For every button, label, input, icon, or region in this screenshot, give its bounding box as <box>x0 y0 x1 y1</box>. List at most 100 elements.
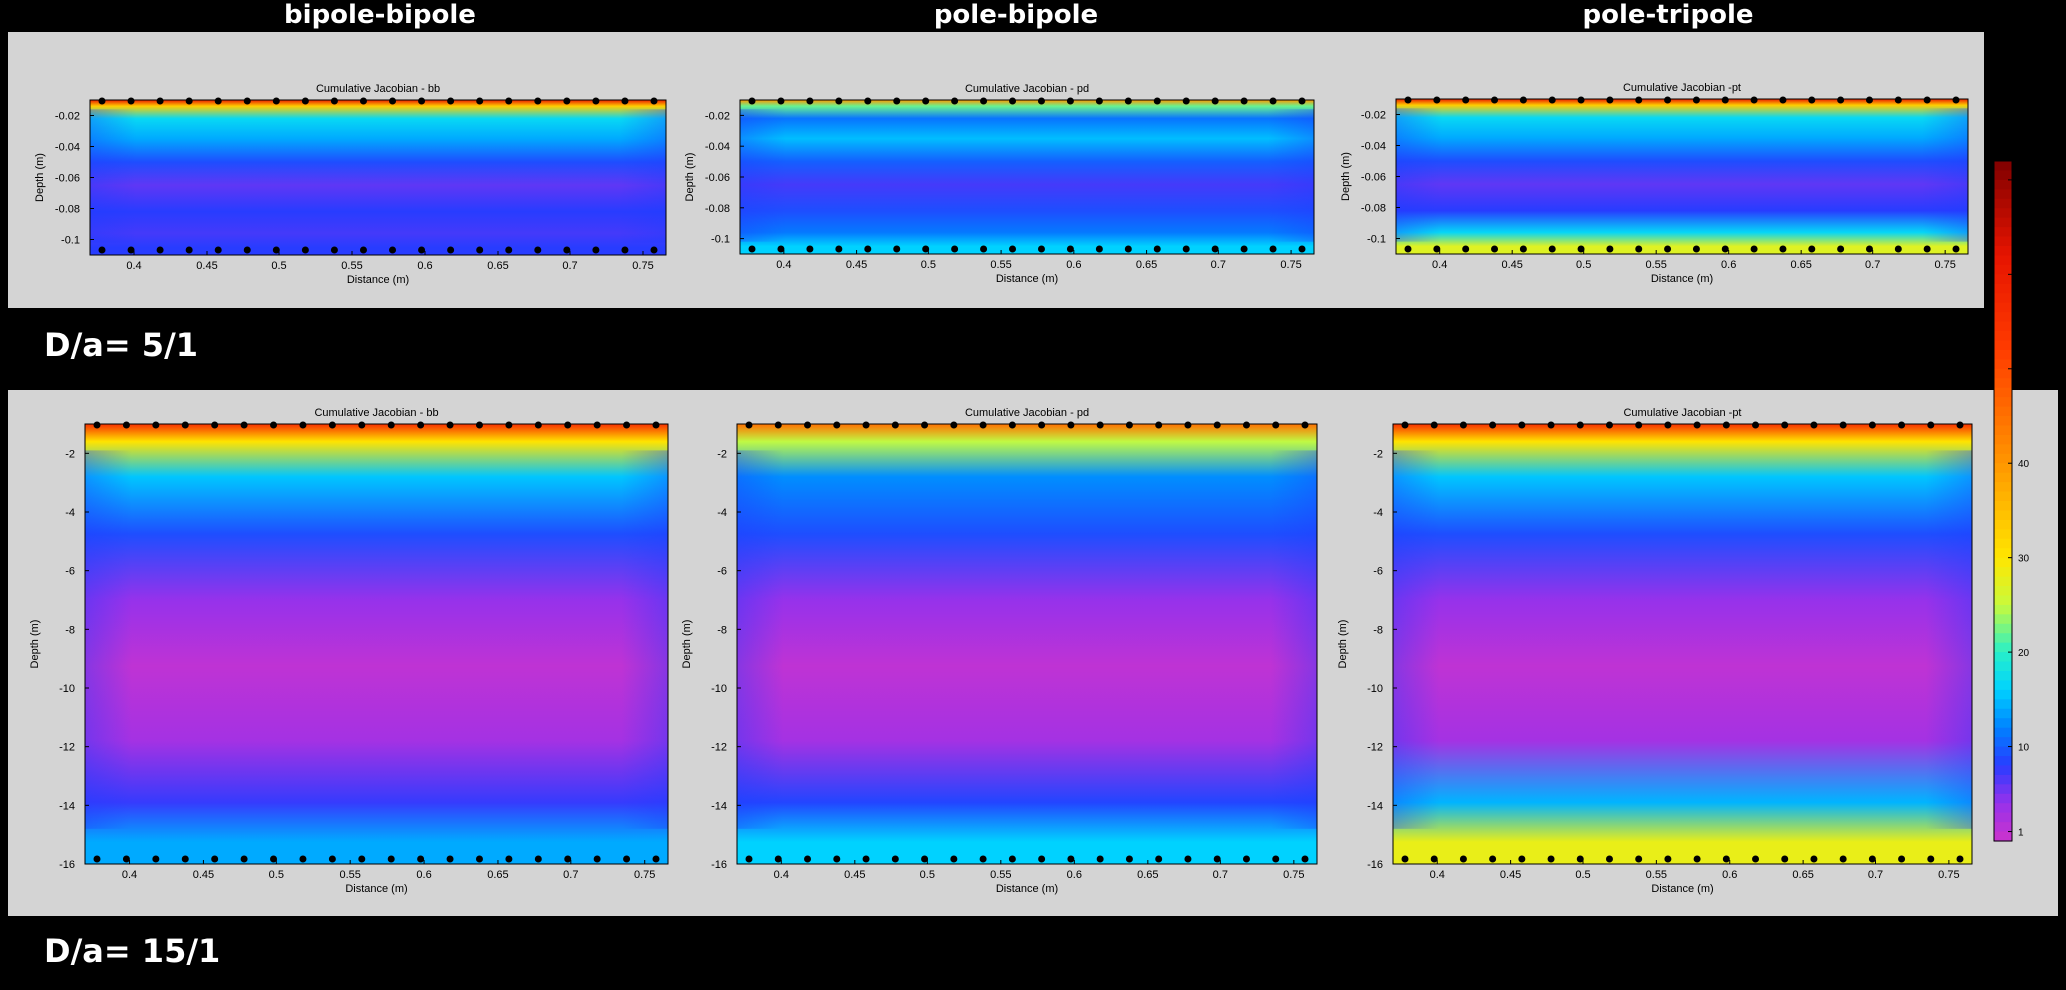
electrode-top <box>1781 421 1789 429</box>
electrode-top <box>1240 97 1248 105</box>
plot-title: Cumulative Jacobian - pd <box>965 407 1089 419</box>
x-tick-label: 0.55 <box>1645 259 1666 271</box>
x-tick-label: 0.6 <box>417 260 432 272</box>
electrode-bottom <box>1462 245 1470 253</box>
colorbar-segment <box>1994 718 2012 729</box>
colorbar-tick-label: 60 <box>2018 270 2030 281</box>
electrode-top <box>1401 421 1409 429</box>
electrode-top <box>748 97 756 105</box>
x-tick-label: 0.6 <box>1066 259 1081 271</box>
colorbar-segment <box>1994 822 2012 833</box>
x-tick-label: 0.7 <box>1865 259 1880 271</box>
electrode-top <box>922 97 930 105</box>
electrode-bottom <box>1008 855 1016 863</box>
electrode-top <box>534 97 542 105</box>
electrode-bottom <box>243 246 251 254</box>
electrode-top <box>774 421 782 429</box>
colorbar-segment <box>1994 586 2012 597</box>
electrode-top <box>301 97 309 105</box>
x-tick-label: 0.45 <box>1500 869 1521 881</box>
y-tick-label: -8 <box>1373 624 1383 636</box>
electrode-bottom <box>330 246 338 254</box>
y-axis-label: Depth (m) <box>1337 620 1349 669</box>
plot-3: Cumulative Jacobian - bb 0.4 0.45 0.5 0.55 0.… <box>29 407 669 895</box>
y-axis-label: Depth (m) <box>681 620 693 669</box>
electrode-top <box>1096 421 1104 429</box>
electrode-bottom <box>1898 855 1906 863</box>
electrode-top <box>1125 421 1133 429</box>
colorbar-segment <box>1994 756 2012 767</box>
header-bipole-bipole: bipole-bipole <box>284 0 476 30</box>
electrode-bottom <box>1750 245 1758 253</box>
x-tick-label: 0.5 <box>921 259 936 271</box>
plot-title: Cumulative Jacobian - bb <box>316 83 440 95</box>
electrode-top <box>1868 421 1876 429</box>
y-tick-label: -0.1 <box>1367 234 1386 246</box>
electrode-bottom <box>1211 245 1219 253</box>
x-tick-label: 0.75 <box>1938 869 1959 881</box>
electrode-top <box>979 421 987 429</box>
colorbar-segment <box>1994 595 2012 606</box>
x-tick-label: 0.5 <box>1576 259 1591 271</box>
colorbar-segment <box>1994 491 2012 502</box>
electrode-bottom <box>476 246 484 254</box>
electrode-top <box>777 97 785 105</box>
y-tick-label: -0.02 <box>1361 110 1386 122</box>
electrode-top <box>806 97 814 105</box>
electrode-bottom <box>1692 245 1700 253</box>
side-shading <box>90 109 666 243</box>
electrode-bottom <box>328 855 336 863</box>
colorbar-segment <box>1994 689 2012 700</box>
colorbar-segment <box>1994 671 2012 682</box>
electrode-bottom <box>1182 245 1190 253</box>
electrode-top <box>864 97 872 105</box>
y-tick-label: -0.1 <box>711 234 730 246</box>
electrode-top <box>1693 421 1701 429</box>
electrode-bottom <box>1923 245 1931 253</box>
electrode-top <box>1491 96 1499 104</box>
colorbar-segment <box>1994 349 2012 360</box>
colorbar-segment <box>1994 472 2012 483</box>
electrode-top <box>893 97 901 105</box>
electrode-bottom <box>1489 855 1497 863</box>
x-tick-label: 0.4 <box>1430 869 1445 881</box>
y-axis-label: Depth (m) <box>684 153 696 202</box>
electrode-top <box>185 97 193 105</box>
electrode-top <box>592 97 600 105</box>
electrode-top <box>1837 96 1845 104</box>
y-tick-label: -14 <box>59 800 75 812</box>
electrode-top <box>650 97 658 105</box>
electrode-bottom <box>592 246 600 254</box>
electrode-top <box>1722 421 1730 429</box>
electrode-bottom <box>951 245 959 253</box>
y-tick-label: -0.08 <box>1361 203 1386 215</box>
y-tick-label: -14 <box>711 800 727 812</box>
colorbar-segment <box>1994 737 2012 748</box>
colorbar-segment <box>1994 312 2012 323</box>
electrode-top <box>1576 421 1584 429</box>
x-tick-label: 0.65 <box>1790 259 1811 271</box>
electrode-bottom <box>921 855 929 863</box>
x-axis-label: Distance (m) <box>1651 273 1713 285</box>
electrode-bottom <box>1491 245 1499 253</box>
electrode-top <box>534 421 542 429</box>
x-tick-label: 0.4 <box>122 869 137 881</box>
electrode-bottom <box>1952 245 1960 253</box>
electrode-top <box>243 97 251 105</box>
colorbar: 70 60 50 40 30 20 10 1 <box>1993 160 2030 842</box>
electrode-top <box>1518 421 1526 429</box>
electrode-top <box>299 421 307 429</box>
colorbar-segment <box>1994 170 2012 181</box>
electrode-bottom <box>1433 245 1441 253</box>
electrode-top <box>1153 97 1161 105</box>
colorbar-segment <box>1994 397 2012 408</box>
colorbar-segment <box>1994 359 2012 370</box>
electrode-top <box>359 97 367 105</box>
electrode-top <box>328 421 336 429</box>
electrode-bottom <box>1868 855 1876 863</box>
electrode-top <box>418 97 426 105</box>
colorbar-segment <box>1994 321 2012 332</box>
electrode-bottom <box>777 245 785 253</box>
colorbar-segment <box>1994 331 2012 342</box>
electrode-bottom <box>389 246 397 254</box>
